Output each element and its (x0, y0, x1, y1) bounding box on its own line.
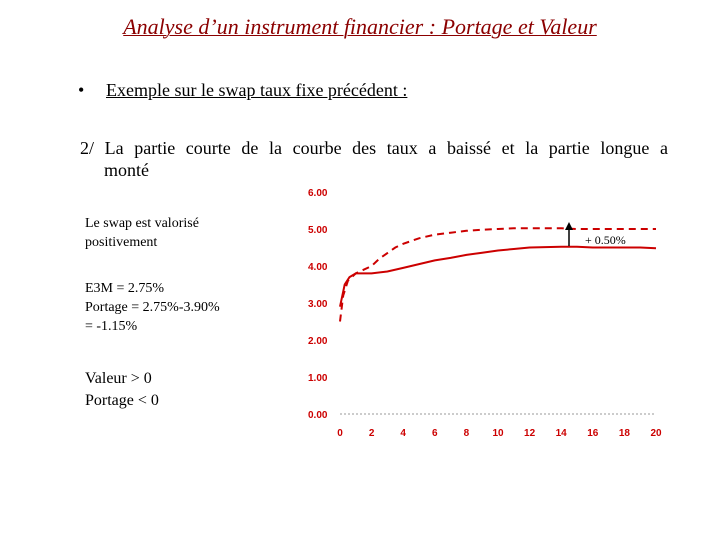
y-tick-label: 1.00 (308, 373, 328, 384)
x-tick-label: 6 (432, 428, 438, 439)
note-valuation-line2: positivement (85, 235, 158, 250)
x-tick-label: 20 (650, 428, 662, 439)
note-portage-result: = -1.15% (85, 319, 138, 334)
annotation-arrowhead (565, 222, 573, 230)
x-tick-label: 14 (556, 428, 568, 439)
note-portage-calc: Portage = 2.75%-3.90% (85, 300, 220, 315)
y-tick-label: 6.00 (308, 188, 328, 199)
y-tick-label: 5.00 (308, 225, 328, 236)
x-tick-label: 4 (400, 428, 406, 439)
note-carry-calc: E3M = 2.75% Portage = 2.75%-3.90% = -1.1… (85, 279, 220, 336)
slide-title: Analyse d’un instrument financier : Port… (123, 14, 597, 39)
x-tick-label: 18 (619, 428, 631, 439)
x-tick-label: 8 (464, 428, 470, 439)
note-valuation-line1: Le swap est valorisé (85, 216, 199, 231)
annotation-label: + 0.50% (585, 233, 626, 247)
y-tick-label: 3.00 (308, 299, 328, 310)
x-tick-label: 2 (369, 428, 375, 439)
x-tick-label: 0 (337, 428, 343, 439)
bullet-item: • Exemple sur le swap taux fixe précédent… (78, 80, 407, 101)
note-portage: Portage < 0 (85, 392, 159, 409)
x-tick-label: 10 (492, 428, 504, 439)
x-tick-label: 12 (524, 428, 536, 439)
note-valuation: Le swap est valorisé positivement (85, 214, 199, 252)
note-conclusion: Valeur > 0 Portage < 0 (85, 368, 159, 412)
note-e3m: E3M = 2.75% (85, 281, 165, 296)
series-line-original-curve (339, 245, 657, 307)
y-tick-label: 2.00 (308, 336, 328, 347)
y-tick-label: 4.00 (308, 262, 328, 273)
bullet-text: Exemple sur le swap taux fixe précédent … (106, 80, 408, 100)
section-heading-line2: monté (104, 160, 149, 180)
y-tick-label: 0.00 (308, 410, 328, 421)
note-valeur: Valeur > 0 (85, 370, 152, 387)
series-line-new-curve (339, 227, 656, 322)
x-tick-label: 16 (587, 428, 599, 439)
bullet-icon: • (78, 80, 85, 100)
section-heading-line1: 2/ La partie courte de la courbe des tau… (80, 138, 668, 158)
